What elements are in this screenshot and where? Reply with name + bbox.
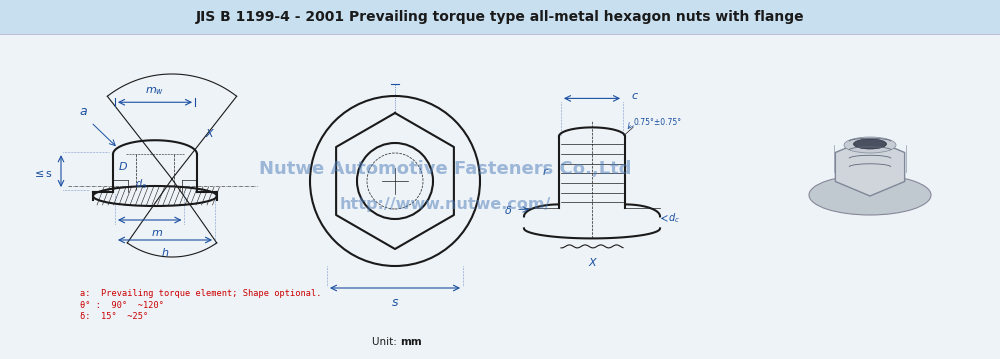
Text: c: c — [631, 92, 637, 101]
Text: D: D — [119, 162, 127, 172]
Text: m: m — [152, 228, 162, 238]
Text: X: X — [588, 258, 596, 269]
FancyBboxPatch shape — [0, 0, 1000, 34]
Text: a:  Prevailing torque element; Shape optional.: a: Prevailing torque element; Shape opti… — [80, 289, 322, 298]
Text: $\leq$s: $\leq$s — [32, 168, 53, 179]
Text: http://www.nutwe.com/: http://www.nutwe.com/ — [339, 196, 551, 211]
Text: r: r — [542, 167, 547, 177]
Text: Unit:: Unit: — [372, 337, 400, 347]
Polygon shape — [835, 138, 905, 196]
Ellipse shape — [844, 137, 896, 153]
Text: Nutwe Automotive Fasteners Co.,Ltd: Nutwe Automotive Fasteners Co.,Ltd — [259, 160, 631, 178]
Text: θ° :  90°  ~120°: θ° : 90° ~120° — [80, 301, 164, 310]
Text: X: X — [205, 129, 213, 139]
Text: $d_a$: $d_a$ — [135, 177, 147, 191]
Text: $m_w$: $m_w$ — [145, 85, 165, 97]
Ellipse shape — [809, 175, 931, 215]
Text: h: h — [162, 248, 168, 258]
Text: s: s — [392, 296, 398, 309]
Text: a: a — [79, 105, 87, 118]
Text: 0.75°±0.75°: 0.75°±0.75° — [633, 118, 681, 127]
Text: mm: mm — [400, 337, 422, 347]
Ellipse shape — [853, 139, 886, 149]
Text: $d_c$: $d_c$ — [668, 211, 680, 225]
Text: JIS B 1199-4 - 2001 Prevailing torque type all-metal hexagon nuts with flange: JIS B 1199-4 - 2001 Prevailing torque ty… — [196, 10, 804, 24]
Text: $\delta$: $\delta$ — [504, 204, 512, 216]
Text: δ:  15°  ~25°: δ: 15° ~25° — [80, 312, 148, 321]
